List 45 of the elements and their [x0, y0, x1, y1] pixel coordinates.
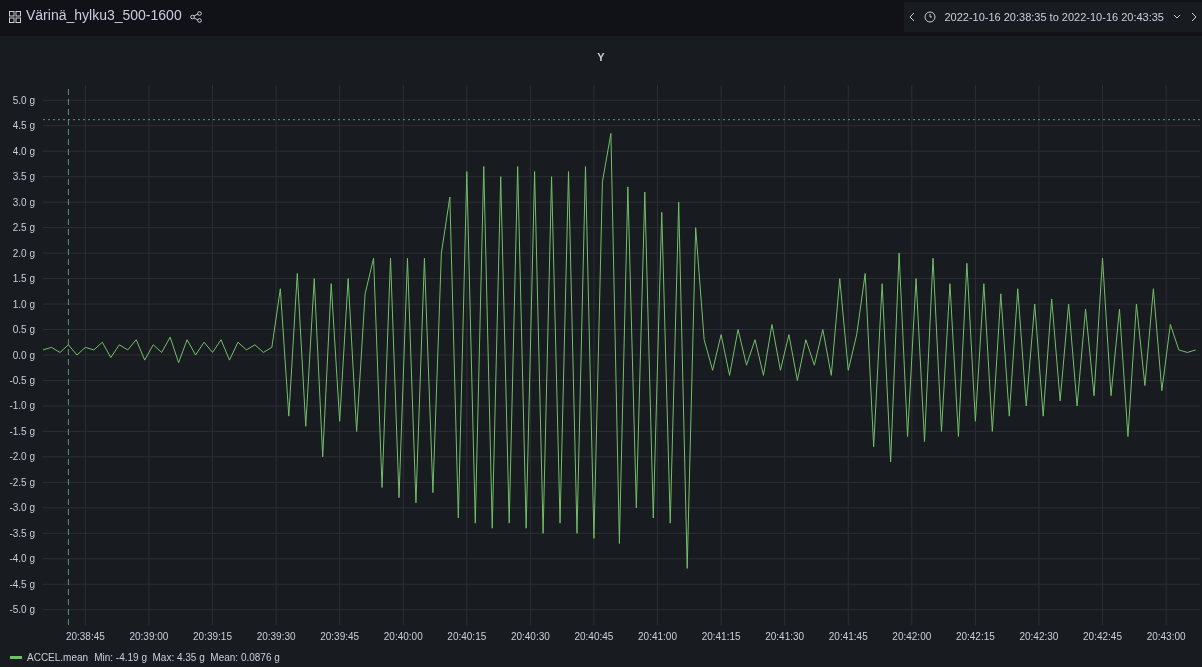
chart-subtitle: Y	[596, 51, 606, 63]
x-tick-label: 20:40:00	[383, 631, 424, 643]
y-tick-label: 3.5 g	[12, 171, 35, 183]
y-tick-label: 1.0 g	[12, 298, 35, 310]
x-tick-label: 20:41:30	[765, 631, 805, 643]
legend-label: ACCEL.mean	[27, 652, 89, 663]
y-tick-label: 3.0 g	[12, 196, 35, 208]
y-tick-label: 5.0 g	[12, 94, 35, 106]
y-tick-label: -1.5 g	[9, 425, 35, 437]
x-tick-label: 20:43:00	[1146, 631, 1186, 643]
y-tick-label: -5.0 g	[9, 604, 35, 616]
y-tick-label: -4.0 g	[9, 553, 35, 565]
x-tick-label: 20:41:15	[701, 631, 741, 643]
x-tick-label: 20:38:45	[65, 631, 106, 643]
y-tick-label: 0.5 g	[12, 324, 35, 336]
x-tick-label: 20:39:00	[129, 631, 169, 643]
y-tick-label: 2.0 g	[12, 247, 35, 259]
y-tick-label: -3.5 g	[9, 527, 35, 539]
x-tick-label: 20:42:45	[1083, 631, 1123, 643]
x-tick-label: 20:40:15	[447, 631, 487, 643]
text: 2022-10-16 20:38:35 to 2022-10-16 20:43:35	[944, 11, 1164, 23]
y-tick-label: 0.0 g	[12, 349, 35, 361]
line-series	[43, 132, 1197, 569]
y-tick-label: -1.0 g	[9, 400, 35, 412]
y-tick-label: -0.5 g	[9, 375, 35, 387]
x-tick-label: 20:41:00	[638, 631, 678, 643]
y-tick-label: -4.5 g	[9, 578, 35, 590]
y-tick-label: -3.0 g	[9, 502, 35, 514]
y-tick-label: -2.5 g	[9, 476, 35, 488]
y-tick-label: 4.0 g	[12, 145, 35, 157]
y-tick-label: 2.5 g	[12, 222, 35, 234]
x-tick-label: 20:39:15	[193, 631, 233, 643]
x-tick-label: 20:39:30	[256, 631, 296, 643]
x-tick-label: 20:40:30	[510, 631, 551, 643]
y-tick-label: 4.5 g	[12, 120, 35, 132]
chart-title: Värinä_hylku3_500-1600	[26, 7, 182, 23]
x-tick-label: 20:42:15	[955, 631, 996, 643]
x-tick-label: 20:40:45	[574, 631, 614, 643]
x-tick-label: 20:41:45	[828, 631, 869, 643]
y-tick-label: 1.5 g	[12, 273, 35, 285]
x-tick-label: 20:39:45	[320, 631, 360, 643]
x-tick-label: 20:42:30	[1019, 631, 1059, 643]
x-tick-label: 20:42:00	[892, 631, 932, 643]
y-tick-label: -2.0 g	[9, 451, 35, 463]
text: Min: -4.19 g Max: 4.35 g Mean: 0.0876 g	[94, 652, 280, 663]
